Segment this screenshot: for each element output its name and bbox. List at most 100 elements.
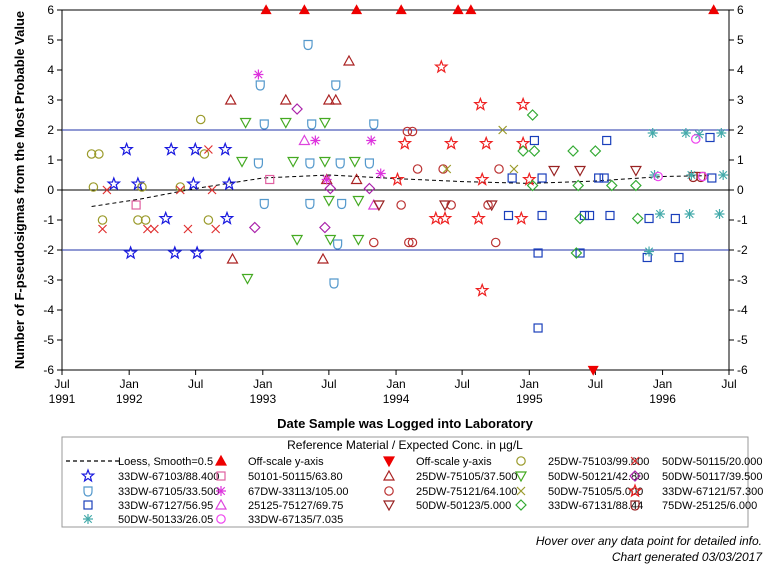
data-point[interactable]: 50DW-50121/42.800 : 1993-07-05 : -1.65 [324,234,337,246]
data-point[interactable]: 33DW-67103/88.400 : 1992-10-01 : 0.2 [221,176,237,191]
data-point[interactable]: 50DW-50121/42.800 : 1993-06-20 : 2.25 [318,117,331,129]
offscale-point[interactable] [260,4,272,15]
data-point[interactable]: 33DW-67127/56.95 : 1995-06-15 : -0.85 [584,210,595,221]
data-point[interactable]: 25DW-75121/64.100 : 1994-02-01 : 1.95 [402,126,413,137]
data-point[interactable]: 25DW-75105/37.500 : 1993-09-15 : 0.35 [350,173,363,185]
data-point[interactable]: 50DW-50123/5.000 : 1994-05-15 : -0.5 [438,200,452,212]
data-point[interactable]: 33DW-67121/57.300 : 1994-08-15 : -0.95 [471,210,486,225]
data-point[interactable]: 25DW-75121/64.100 : 1994-02-15 : 1.95 [407,126,418,137]
data-point[interactable]: 50DW-50115/20.000 : 1992-02-20 : -1.3 [143,224,152,234]
data-point[interactable]: 33DW-67103/88.400 : 1991-11-20 : 0.2 [106,176,122,191]
data-point[interactable]: 33DW-67127/56.95 : 1995-11-25 : -0.95 [644,213,654,224]
data-point[interactable]: 25DW-75103/99.000 : 1992-05-20 : 0.1 [175,182,186,192]
data-point[interactable]: 50DW-50123/5.000 : 1995-05-20 : 0.65 [573,165,587,177]
data-point[interactable]: 33DW-67121/57.300 : 1994-06-01 : 1.55 [443,135,459,150]
data-point[interactable]: 33DW-67131/88.44 : 1995-01-10 : 0.15 [526,179,539,192]
data-point[interactable]: 25DW-75121/64.100 : 1994-02-05 : -1.75 [404,237,414,248]
data-point[interactable]: 25DW-75121/64.100 : 1994-10-10 : 0.7 [494,164,504,174]
data-point[interactable]: 33DW-67127/56.95 : 1995-05-20 : -2.1 [575,248,585,258]
data-point[interactable]: 33DW-67105/33.500 : 1993-05-05 : 4.85 [303,39,313,51]
data-point[interactable]: 33DW-67103/88.400 : 1992-05-05 : -2.1 [167,245,183,260]
data-point[interactable]: 33DW-67127/56.95 : 1996-02-05 : -0.95 [670,213,680,224]
data-point[interactable]: 33DW-67103/88.400 : 1992-06-30 : 1.35 [187,141,203,156]
data-point[interactable]: 25DW-75121/64.100 : 1994-02-15 : -1.75 [407,237,418,248]
data-point[interactable]: 33DW-67121/57.300 : 1994-05-05 : 4.1 [433,59,449,74]
data-point[interactable]: 33DW-67127/56.95 : 1995-01-25 : -4.6 [533,323,543,333]
data-point[interactable]: 50DW-50115/20.000 : 1992-05-20 : 0 [175,185,185,195]
data-point[interactable]: 25DW-75105/37.500 : 1993-06-15 : -2.3 [316,252,330,264]
data-point[interactable]: 50DW-50121/42.800 : 1992-11-15 : 2.25 [239,117,252,129]
data-point[interactable]: 33DW-67127/56.95 : 1995-08-10 : -0.85 [605,210,615,221]
data-point[interactable]: 25DW-75121/64.100 : 1994-03-01 : 0.7 [412,164,423,174]
data-point[interactable]: 33DW-67105/33.500 : 1993-05-10 : 0.9 [305,158,315,169]
data-point[interactable]: 50DW-50115/20.000 : 1992-08-25 : -1.3 [211,224,221,234]
offscale-point[interactable] [452,4,464,15]
data-point[interactable]: 33DW-67127/56.95 : 1996-05-10 : 1.75 [705,132,715,143]
data-point[interactable]: 33DW-67127/56.95 : 1995-07-10 : 0.4 [594,173,604,183]
data-point[interactable]: 25DW-75105/37.500 : 1992-10-05 : 3 [224,93,237,105]
data-point[interactable]: 25DW-75105/37.500 : 1993-07-20 : 3 [329,93,342,105]
data-point[interactable]: 50DW-50121/42.800 : 1993-07-01 : -0.35 [322,195,335,207]
data-point[interactable]: 33DW-67131/88.44 : 1995-10-20 : 0.15 [630,179,642,192]
data-point[interactable]: 50DW-50123/5.000 : 1994-09-20 : -0.5 [485,200,498,212]
offscale-point[interactable] [351,4,363,15]
data-point[interactable]: 33DW-67135/7.035 : 1996-04-01 : 1.7 [690,134,701,144]
data-point[interactable]: 33DW-67103/88.400 : 1992-04-25 : 1.35 [163,141,179,156]
data-point[interactable]: 50DW-50133/26.05 : 1996-03-20 : 0.5 [686,170,697,180]
data-point[interactable]: 33DW-67131/88.44 : 1995-05-20 : -0.95 [574,212,586,225]
data-point[interactable]: 25DW-75121/64.100 : 1994-01-15 : -0.5 [396,200,406,210]
data-point[interactable]: 33DW-67135/7.035 : 1996-04-20 : 0.45 [697,171,708,182]
data-point[interactable]: 33DW-67121/57.300 : 1995-01-01 : 0.35 [521,171,537,186]
data-point[interactable]: 50DW-50121/42.800 : 1993-03-25 : 0.95 [287,156,300,168]
data-point[interactable]: 50DW-50121/42.800 : 1993-04-05 : -1.65 [291,234,304,246]
data-point[interactable]: 25DW-75105/37.500 : 1992-10-10 : -2.3 [226,252,239,264]
data-point[interactable]: 33DW-67131/88.44 : 1995-10-25 : -0.95 [631,212,644,225]
data-point[interactable]: 50DW-75105/5.000 : 1994-10-20 : 2 [498,125,508,135]
data-point[interactable]: 33DW-67105/33.500 : 1993-11-01 : 2.2 [369,119,379,130]
data-point[interactable]: 33DW-67105/33.500 : 1993-07-20 : 3.5 [331,80,341,91]
data-point[interactable]: 50DW-50123/5.000 : 1993-11-15 : -0.5 [372,200,385,212]
data-point[interactable]: 33DW-67131/88.44 : 1995-08-15 : 0.15 [605,179,618,192]
data-point[interactable]: 25DW-75103/99.000 : 1992-08-05 : -1 [203,215,214,225]
offscale-point[interactable] [395,4,407,15]
data-points[interactable]: 33DW-67103/88.400 : 1991-11-20 : 0.2 33DW… [86,39,729,333]
data-point[interactable]: 33DW-67127/56.95 : 1995-02-05 : 0.4 [537,173,547,183]
data-point[interactable]: 25DW-75103/99.000 : 1992-02-05 : 0.1 [137,182,147,192]
data-point[interactable]: 33DW-67127/56.95 : 1995-01-15 : 1.65 [529,135,540,146]
data-point[interactable]: 50DW-50115/20.000 : 1992-08-15 : 0 [207,185,217,195]
data-point[interactable]: 33DW-67103/88.400 : 1992-07-05 : -2.1 [189,245,205,260]
data-point[interactable]: 33DW-67121/57.300 : 1994-08-25 : 0.35 [474,171,490,186]
data-point[interactable]: 50DW-50133/26.05 : 1995-12-05 : 1.9 [647,128,658,138]
data-point[interactable]: 33DW-67127/56.95 : 1995-01-25 : -2.1 [533,248,543,258]
data-point[interactable]: 33DW-67103/88.400 : 1992-01-05 : -2.1 [123,245,138,260]
offscale-point[interactable] [465,4,477,15]
data-point[interactable]: 33DW-67121/57.300 : 1994-01-25 : 1.55 [397,135,413,150]
data-point[interactable]: 33DW-67121/57.300 : 1994-05-15 : -0.95 [437,210,453,225]
data-point[interactable]: 50DW-50115/20.000 : 1992-03-10 : -1.3 [149,224,159,234]
data-point[interactable]: 25DW-75103/99.000 : 1991-09-20 : 1.2 [86,149,97,159]
data-point[interactable]: 25DW-75121/64.100 : 1993-11-01 : -1.75 [368,237,379,248]
data-point[interactable]: 33DW-67131/88.44 : 1995-05-10 : -2.1 [570,247,583,259]
data-point[interactable]: 33DW-67127/56.95 : 1995-02-05 : -0.85 [537,210,547,221]
data-point[interactable]: 25DW-75103/99.000 : 1991-10-10 : 1.2 [94,149,104,159]
data-point[interactable]: 33DW-67121/57.300 : 1994-08-25 : -3.35 [474,282,490,297]
data-point[interactable]: 50DW-50121/42.800 : 1992-11-20 : -2.95 [241,273,254,285]
data-point[interactable]: 67DW-33113/105.00 : 1992-12-20 : 3.85 [253,69,264,80]
data-point[interactable]: 25DW-75103/99.000 : 1992-07-25 : 1.2 [199,149,210,159]
data-point[interactable]: 25DW-75103/99.000 : 1991-09-25 : 0.1 [88,182,99,192]
data-point[interactable]: 50DW-50133/26.05 : 1995-12-25 : -0.8 [655,209,665,219]
data-point[interactable]: 33DW-67105/33.500 : 1993-07-25 : -1.8 [333,239,343,250]
data-point[interactable]: 33DW-67103/88.400 : 1992-06-25 : 0.2 [186,176,201,191]
data-point[interactable]: 33DW-67105/33.500 : 1993-07-15 : -3.1 [329,278,339,289]
data-point[interactable]: 50DW-50121/42.800 : 1993-03-05 : 2.25 [279,117,292,129]
data-point[interactable]: 33DW-67127/56.95 : 1994-11-05 : -0.85 [503,210,514,221]
data-point[interactable]: 67DW-33113/105.00 : 1993-10-25 : 1.65 [366,135,377,146]
data-point[interactable]: 50DW-50117/39.500 : 1993-07-05 : 0.05 [324,182,337,195]
data-point[interactable]: 33DW-67105/33.500 : 1993-01-05 : -0.45 [259,198,269,210]
offscale-point[interactable] [587,365,599,376]
data-point[interactable]: 50DW-50133/26.05 : 1996-03-15 : -0.8 [684,209,695,219]
data-point[interactable]: 50DW-50115/20.000 : 1992-06-10 : -1.3 [183,224,193,234]
data-point[interactable]: 33DW-67131/88.44 : 1995-01-15 : 1.3 [528,145,541,157]
data-point[interactable]: 33DW-67105/33.500 : 1993-08-05 : -0.45 [337,198,347,210]
data-point[interactable]: 50DW-50121/42.800 : 1993-09-20 : -0.35 [352,195,365,207]
